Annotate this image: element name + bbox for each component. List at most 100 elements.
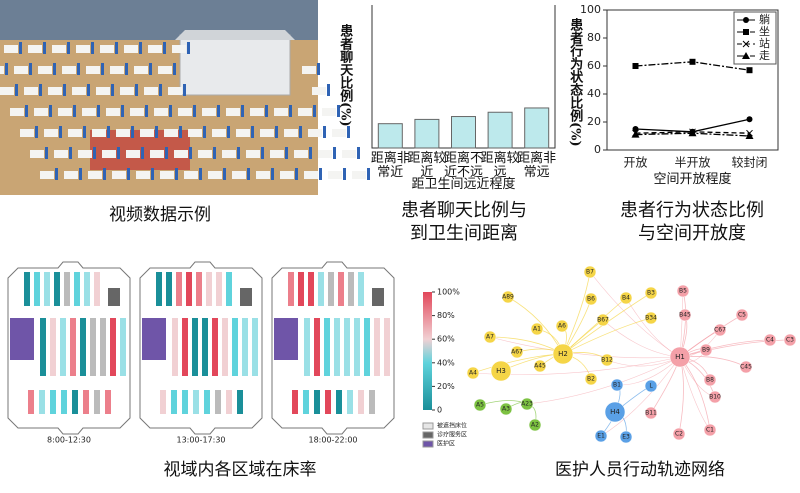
node-label: H4 (610, 408, 620, 416)
bed (328, 171, 342, 179)
partition (299, 126, 302, 138)
partition (35, 126, 38, 138)
bed-row (369, 390, 375, 414)
partition (121, 105, 124, 117)
colorbar-label: 20% (437, 382, 455, 391)
bed-row (338, 272, 344, 306)
bed (250, 108, 264, 116)
bed (136, 171, 150, 179)
partition (39, 84, 42, 96)
y-tick-label: 80 (587, 31, 601, 44)
bed-row (196, 272, 202, 306)
colorbar (423, 292, 432, 410)
bed (164, 129, 178, 137)
bed-row (303, 390, 309, 414)
node (644, 311, 658, 325)
legend-label: 坐 (759, 25, 770, 38)
bed (120, 87, 134, 95)
bed (198, 150, 212, 158)
y-tick-label: 100 (580, 3, 601, 16)
marker (631, 130, 640, 138)
edge (600, 356, 681, 437)
node-label: H3 (496, 367, 506, 375)
bed-row (358, 272, 364, 306)
partition (15, 84, 18, 96)
node-label: L (649, 383, 653, 390)
partition (141, 147, 144, 159)
bed (24, 87, 38, 95)
bed-row (80, 318, 86, 376)
y-tick-label: 40 (587, 87, 601, 100)
node (596, 313, 610, 327)
bed (184, 171, 198, 179)
partition (97, 105, 100, 117)
bed-row (94, 390, 100, 414)
bed-row (70, 318, 76, 376)
bed (0, 87, 14, 95)
node-label: A3 (502, 406, 510, 413)
bed (38, 66, 52, 74)
bar (487, 111, 513, 149)
partition (309, 147, 312, 159)
bed-row (304, 318, 310, 376)
node-label: B6 (587, 296, 595, 303)
bed (168, 87, 182, 95)
partition (261, 147, 264, 159)
partition (193, 105, 196, 117)
node-label: A5 (476, 402, 484, 409)
bed (62, 66, 76, 74)
bed (86, 66, 100, 74)
node (466, 366, 480, 380)
bed-row (318, 272, 324, 306)
x-tick-label: 距离较近 (407, 151, 447, 181)
marker (746, 67, 753, 74)
bed-row (354, 318, 360, 376)
colorbar-label: 0 (437, 406, 442, 415)
partition (265, 105, 268, 117)
bed (58, 108, 72, 116)
node (678, 308, 692, 322)
partition (169, 105, 172, 117)
bed-row (298, 272, 304, 306)
legend-label: 站 (759, 36, 770, 50)
marker (746, 116, 753, 123)
node-label: B9 (702, 347, 710, 354)
partition (165, 147, 168, 159)
partition (55, 168, 58, 180)
partition (347, 126, 350, 138)
edge (679, 339, 791, 358)
bed (172, 45, 186, 53)
x-tick-label: 较封闭 (731, 155, 767, 170)
partition (139, 42, 142, 54)
photo-caption: 视频数据示例 (109, 205, 211, 225)
bed (212, 129, 226, 137)
node-label: C3 (786, 337, 794, 344)
bed (44, 129, 58, 137)
bed (110, 66, 124, 74)
partition (173, 63, 176, 75)
partition (83, 126, 86, 138)
edge (562, 317, 652, 355)
staff-area (10, 318, 34, 360)
partition (115, 42, 118, 54)
partition (87, 84, 90, 96)
node (672, 427, 686, 441)
node-label: B34 (645, 315, 657, 322)
bed (318, 150, 332, 158)
node-label: A7 (486, 334, 494, 341)
node (783, 333, 797, 347)
partition (135, 84, 138, 96)
bed-row (206, 272, 212, 306)
bed (202, 108, 216, 116)
bed (302, 66, 316, 74)
bed (322, 108, 336, 116)
bed-row (328, 272, 334, 306)
node (644, 406, 658, 420)
edge (679, 356, 711, 431)
bed (14, 66, 28, 74)
marker (743, 17, 749, 23)
caption: 视域内各区域在床率 (163, 460, 317, 480)
staff-area (274, 318, 298, 360)
bed-row (308, 272, 314, 306)
